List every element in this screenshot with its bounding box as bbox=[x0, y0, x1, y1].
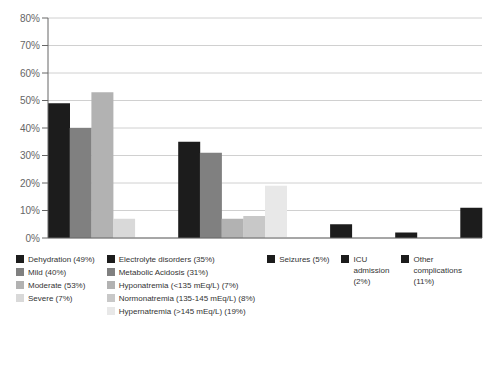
html-text:Severe (7%): Severe (7%) bbox=[28, 294, 73, 303]
html-text:Other complications (11%): Other complications (11%) bbox=[413, 255, 462, 286]
html-text:Moderate (53%): Moderate (53%) bbox=[28, 281, 86, 290]
html-text:Metabolic Acidosis (31%): Metabolic Acidosis (31%) bbox=[118, 268, 209, 277]
svg-text:80%: 80% bbox=[20, 13, 40, 24]
html-text:ICU admission (2%): ICU admission (2%) bbox=[353, 255, 390, 286]
html-text:Mild (40%): Mild (40%) bbox=[28, 268, 67, 277]
svg-text:10%: 10% bbox=[20, 205, 40, 216]
svg-text:0%: 0% bbox=[26, 233, 41, 244]
svg-text:50%: 50% bbox=[20, 95, 40, 106]
svg-text:30%: 30% bbox=[20, 150, 40, 161]
html-text:Electrolyte disorders (35%): Electrolyte disorders (35%) bbox=[118, 255, 215, 264]
svg-text:60%: 60% bbox=[20, 68, 40, 79]
html-text:Dehydration (49%): Dehydration (49%) bbox=[28, 255, 95, 264]
html-text:Seizures (5%): Seizures (5%) bbox=[279, 255, 330, 264]
svg-text:70%: 70% bbox=[20, 40, 40, 51]
html-text:Normonatremia (135-145 mEq/L): Normonatremia (135-145 mEq/L) (8%) bbox=[118, 294, 256, 303]
svg-text:40%: 40% bbox=[20, 123, 40, 134]
html-text:Hyponatremia (<135 mEq/L) (7%): Hyponatremia (<135 mEq/L) (7%) bbox=[118, 281, 239, 290]
svg-text:20%: 20% bbox=[20, 178, 40, 189]
html-text:Hypernatremia (>145 mEq/L) (19: Hypernatremia (>145 mEq/L) (19%) bbox=[118, 307, 246, 316]
